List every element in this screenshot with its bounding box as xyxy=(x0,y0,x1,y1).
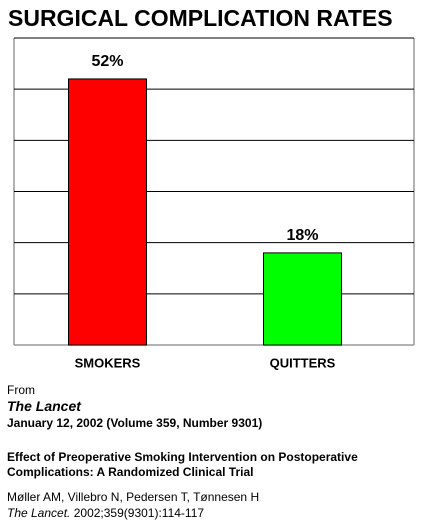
citation-details: 2002;359(9301):114-117 xyxy=(73,506,205,520)
bar xyxy=(263,252,342,346)
value-label: 52% xyxy=(91,53,123,70)
source-prefix: From xyxy=(7,383,35,397)
value-label: 18% xyxy=(286,227,318,244)
chart: SURGICAL COMPLICATION RATES SMOKERS 52% QU… xyxy=(8,5,415,370)
bar xyxy=(68,78,147,346)
authors: Møller AM, Villebro N, Pedersen T, Tønne… xyxy=(7,490,260,504)
article-title: Effect of Preoperative Smoking Intervent… xyxy=(7,450,358,479)
date: January 12, 2002 (Volume 359, Number 930… xyxy=(7,416,263,430)
citation-journal: The Lancet. xyxy=(7,506,71,520)
chart-title: SURGICAL COMPLICATION RATES xyxy=(8,5,393,31)
journal: The Lancet xyxy=(7,398,81,414)
x-tick-label: QUITTERS xyxy=(270,355,336,370)
x-tick-label: SMOKERS xyxy=(75,355,141,370)
citation: The Lancet. 2002;359(9301):114-117 xyxy=(7,506,204,521)
